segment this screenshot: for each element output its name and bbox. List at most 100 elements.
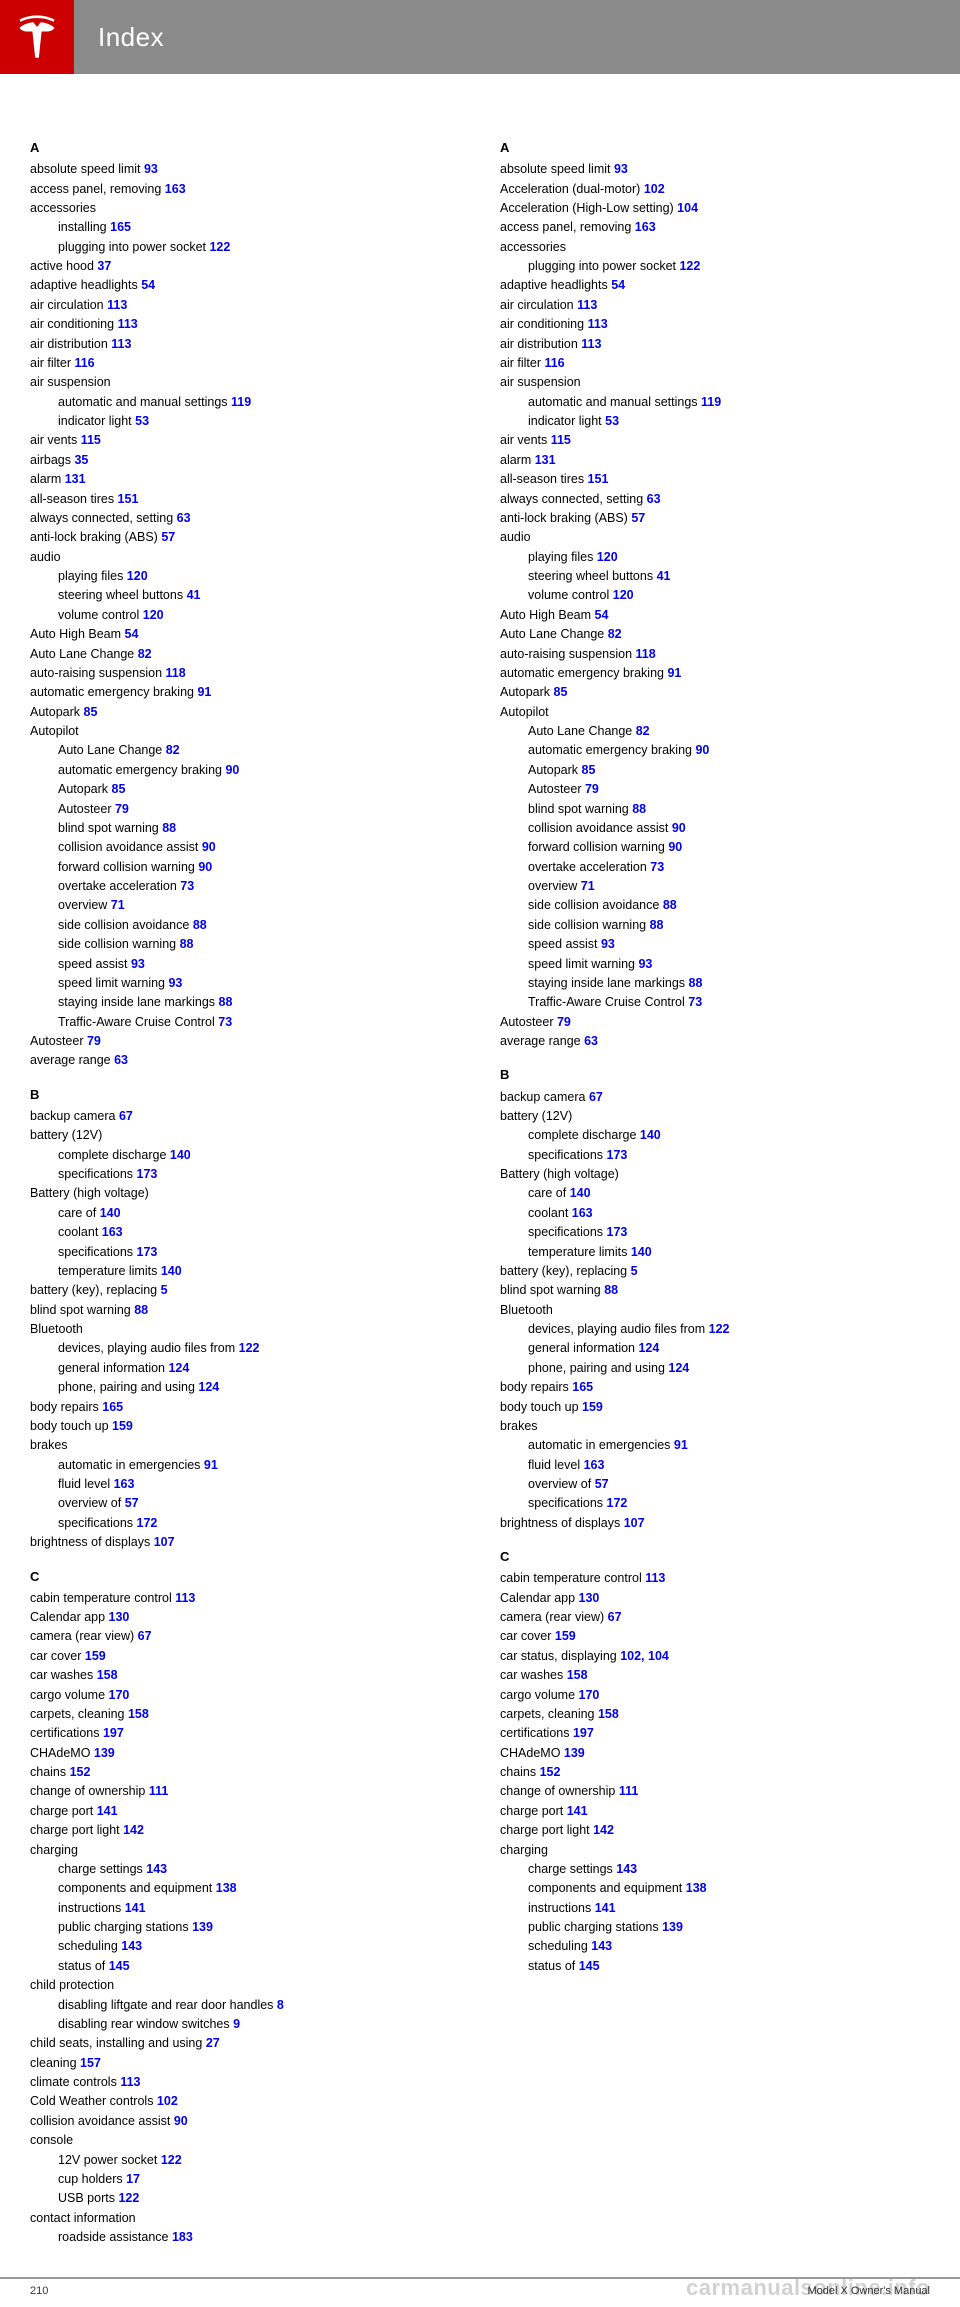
page-link[interactable]: 54 [611,278,625,292]
page-link[interactable]: 63 [647,492,661,506]
page-link[interactable]: 173 [137,1167,158,1181]
page-link[interactable]: 88 [180,937,194,951]
page-link[interactable]: 158 [128,1707,149,1721]
page-link[interactable]: 93 [131,957,145,971]
page-link[interactable]: 165 [110,220,131,234]
page-link[interactable]: 79 [557,1015,571,1029]
page-link[interactable]: 122 [679,259,700,273]
page-link[interactable]: 73 [218,1015,232,1029]
page-link[interactable]: 88 [632,802,646,816]
page-link[interactable]: 113 [588,317,608,331]
page-link[interactable]: 85 [112,782,126,796]
page-link[interactable]: 170 [109,1688,130,1702]
page-link[interactable]: 67 [119,1109,133,1123]
page-link[interactable]: 163 [572,1206,593,1220]
page-link[interactable]: 119 [231,395,251,409]
page-link[interactable]: 63 [177,511,191,525]
page-link[interactable]: 115 [81,433,101,447]
page-link[interactable]: 116 [74,356,94,370]
page-link[interactable]: 172 [607,1496,628,1510]
page-link[interactable]: 142 [593,1823,614,1837]
page-link[interactable]: 173 [607,1148,628,1162]
page-link[interactable]: 138 [216,1881,237,1895]
page-link[interactable]: 90 [202,840,216,854]
page-link[interactable]: 140 [640,1128,661,1142]
page-link[interactable]: 113 [581,337,601,351]
page-link[interactable]: 140 [570,1186,591,1200]
page-link[interactable]: 120 [143,608,164,622]
page-link[interactable]: 165 [572,1380,593,1394]
page-link[interactable]: 122 [209,240,230,254]
page-link[interactable]: 120 [127,569,148,583]
page-link[interactable]: 141 [125,1901,146,1915]
page-link[interactable]: 159 [582,1400,603,1414]
page-link[interactable]: 163 [584,1458,605,1472]
page-link[interactable]: 157 [80,2056,101,2070]
page-link[interactable]: 139 [662,1920,683,1934]
page-link[interactable]: 122 [239,1341,260,1355]
page-link[interactable]: 159 [112,1419,133,1433]
page-link[interactable]: 158 [567,1668,588,1682]
page-link[interactable]: 113 [175,1591,195,1605]
page-link[interactable]: 158 [598,1707,619,1721]
page-link[interactable]: 53 [605,414,619,428]
page-link[interactable]: 88 [689,976,703,990]
page-link[interactable]: 143 [146,1862,167,1876]
page-link[interactable]: 143 [591,1939,612,1953]
page-link[interactable]: 116 [544,356,564,370]
page-link[interactable]: 41 [657,569,671,583]
page-link[interactable]: 173 [137,1245,158,1259]
page-link[interactable]: 88 [134,1303,148,1317]
page-link[interactable]: 102 [644,182,665,196]
page-link[interactable]: 88 [604,1283,618,1297]
page-link[interactable]: 102 [157,2094,178,2108]
page-link[interactable]: 151 [118,492,139,506]
page-link[interactable]: 57 [631,511,645,525]
page-link[interactable]: 183 [172,2230,193,2244]
page-link[interactable]: 113 [645,1571,665,1585]
page-link[interactable]: 82 [138,647,152,661]
page-link[interactable]: 107 [624,1516,645,1530]
page-link[interactable]: 113 [118,317,138,331]
page-link[interactable]: 63 [114,1053,128,1067]
page-link[interactable]: 138 [686,1881,707,1895]
page-link[interactable]: 151 [588,472,609,486]
page-link[interactable]: 172 [137,1516,158,1530]
page-link[interactable]: 79 [87,1034,101,1048]
page-link[interactable]: 143 [121,1939,142,1953]
page-link[interactable]: 159 [85,1649,106,1663]
page-link[interactable]: 122 [118,2191,139,2205]
page-link[interactable]: 88 [193,918,207,932]
page-link[interactable]: 141 [97,1804,118,1818]
page-link[interactable]: 88 [219,995,233,1009]
page-link[interactable]: 53 [135,414,149,428]
page-link[interactable]: 163 [102,1225,123,1239]
page-link[interactable]: 93 [638,957,652,971]
page-link[interactable]: 91 [674,1438,688,1452]
page-link[interactable]: 41 [187,588,201,602]
page-link[interactable]: 131 [65,472,86,486]
page-link[interactable]: 197 [573,1726,594,1740]
page-link[interactable]: 143 [616,1862,637,1876]
page-link[interactable]: 118 [636,647,656,661]
page-link[interactable]: 37 [97,259,111,273]
page-link[interactable]: 90 [672,821,686,835]
page-link[interactable]: 130 [109,1610,130,1624]
page-link[interactable]: 71 [111,898,125,912]
page-link[interactable]: 130 [579,1591,600,1605]
page-link[interactable]: 54 [125,627,139,641]
page-link[interactable]: 115 [551,433,571,447]
page-link[interactable]: 152 [540,1765,561,1779]
page-link[interactable]: 5 [161,1283,168,1297]
page-link[interactable]: 113 [111,337,131,351]
page-link[interactable]: 119 [701,395,721,409]
page-link[interactable]: 145 [109,1959,130,1973]
page-link[interactable]: 111 [619,1784,638,1798]
page-link[interactable]: 88 [162,821,176,835]
page-link[interactable]: 91 [667,666,681,680]
page-link[interactable]: 93 [144,162,158,176]
page-link[interactable]: 5 [631,1264,638,1278]
page-link[interactable]: 90 [198,860,212,874]
page-link[interactable]: 79 [115,802,129,816]
page-link[interactable]: 158 [97,1668,118,1682]
